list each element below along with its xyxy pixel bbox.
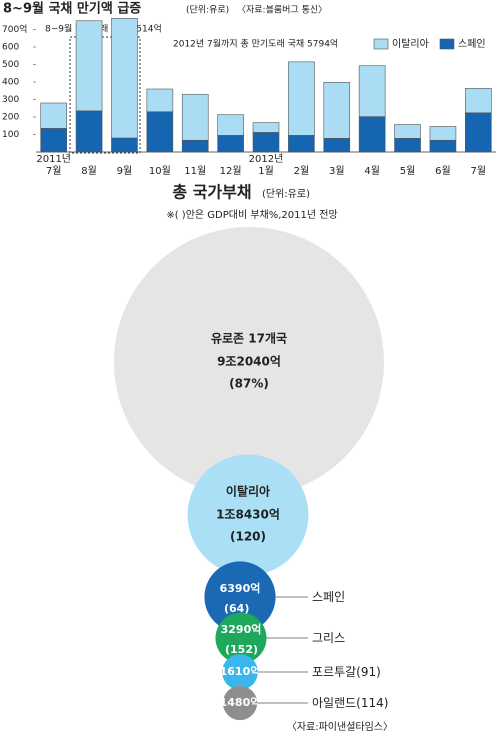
unit: (단위:유로): [262, 187, 310, 200]
bar-segment: [40, 128, 67, 153]
bubble-value: 6390억: [220, 582, 261, 595]
bubble-ratio: (152): [225, 643, 258, 656]
x-year-label: 2011년: [36, 153, 71, 165]
bar-segment: [40, 102, 67, 129]
country-ratio: (114): [356, 696, 388, 710]
chart-title: 총 국가부채: [172, 183, 251, 202]
y-tick-label: 400: [2, 78, 19, 88]
x-tick-label: 8월: [81, 165, 97, 177]
unit: (단위:유로): [186, 5, 229, 16]
bar-segment: [252, 132, 280, 153]
annotation: 2012년 7월까지 총 만기도래 국채 5794억: [173, 38, 338, 50]
bubble-value: 1조8430억: [216, 508, 280, 522]
bar-segment: [181, 93, 209, 141]
annotation: 8~9월 만기도래 국채 1514억: [45, 23, 162, 35]
country-label: 포르투갈(91): [312, 665, 381, 679]
x-tick-label: 9월: [117, 165, 133, 177]
bubble-name: 이탈리아: [226, 484, 270, 499]
country-name: 포르투갈: [312, 665, 356, 679]
note: ※( )안은 GDP대비 부채%,2011년 전망: [166, 209, 337, 221]
country-label: 그리스: [312, 631, 345, 645]
bubble-value: 1610억: [220, 665, 261, 678]
highlight-box: [69, 36, 141, 154]
bar-segment: [323, 138, 351, 153]
x-tick-label: 3월: [329, 165, 345, 177]
y-tick-label: 300: [2, 95, 19, 105]
source: 〈자료:파이낸셜타임스〉: [287, 720, 393, 733]
bar-segment: [146, 88, 174, 113]
country-name: 아일랜드: [312, 696, 356, 710]
chart-title: 8~9월 국채 만기액 급증: [3, 1, 141, 17]
bar-segment: [465, 88, 492, 114]
bubble-name: 유로존 17개국: [211, 332, 287, 346]
country-name: 스페인: [312, 590, 345, 604]
legend-label: 이탈리아: [392, 37, 429, 50]
y-tick-label: 700억: [2, 23, 27, 35]
bar-segment: [394, 138, 421, 153]
x-tick-label: 10월: [149, 165, 171, 177]
y-tick-label: 200: [2, 113, 19, 123]
bubble-value: 9조2040억: [217, 355, 281, 369]
legend-swatch: [373, 38, 389, 50]
country-name: 그리스: [312, 631, 345, 645]
bar-segment: [358, 116, 386, 153]
bar-segment: [217, 114, 244, 136]
bar-segment: [465, 112, 492, 153]
bar-segment: [111, 17, 138, 139]
bubble-ratio: (87%): [229, 377, 269, 391]
x-year-label: 2012년: [249, 153, 284, 165]
bar-segment: [358, 65, 386, 117]
bar-segment: [394, 124, 421, 139]
bar-segment: [181, 139, 209, 153]
x-tick-label: 6월: [435, 165, 451, 177]
bar-segment: [429, 126, 457, 141]
country-ratio: (91): [356, 665, 381, 679]
y-tick-label: 600: [2, 43, 19, 53]
bubble: [114, 227, 384, 497]
x-tick-label: 4월: [364, 165, 380, 177]
y-tick-label: 500: [2, 60, 19, 70]
bar-segment: [252, 122, 280, 133]
bubble: [222, 654, 258, 690]
x-tick-label: 1월: [258, 165, 274, 177]
bubble: [222, 685, 258, 721]
legend-label: 스페인: [458, 38, 486, 50]
bar-segment: [429, 139, 457, 153]
legend-swatch: [439, 38, 455, 50]
x-tick-label: 11월: [184, 165, 206, 177]
source: 〈자료:블룸버그 통신〉: [237, 5, 327, 16]
x-tick-label: 12월: [220, 165, 242, 177]
bubble-ratio: (120): [230, 530, 266, 544]
bar-segment: [323, 82, 351, 139]
bubble: [187, 454, 309, 576]
y-tick-label: 100: [2, 130, 19, 140]
bar-segment: [288, 135, 315, 153]
bar-segment: [217, 135, 244, 153]
bubble: [215, 612, 267, 664]
x-tick-label: 7월: [471, 165, 487, 177]
x-tick-label: 7월: [46, 165, 62, 177]
country-label: 스페인: [312, 590, 345, 604]
bar-segment: [146, 111, 174, 153]
bubble: [204, 561, 276, 633]
bubble-value: 1480억: [220, 696, 261, 709]
bubble-ratio: (64): [224, 602, 249, 615]
bar-segment: [75, 20, 103, 112]
x-tick-label: 5월: [400, 165, 416, 177]
country-label: 아일랜드(114): [312, 696, 388, 710]
bar-segment: [75, 110, 103, 153]
x-tick-label: 2월: [294, 165, 310, 177]
bubble-value: 3290억: [221, 623, 262, 636]
bar-segment: [288, 61, 315, 136]
bar-segment: [111, 137, 138, 153]
